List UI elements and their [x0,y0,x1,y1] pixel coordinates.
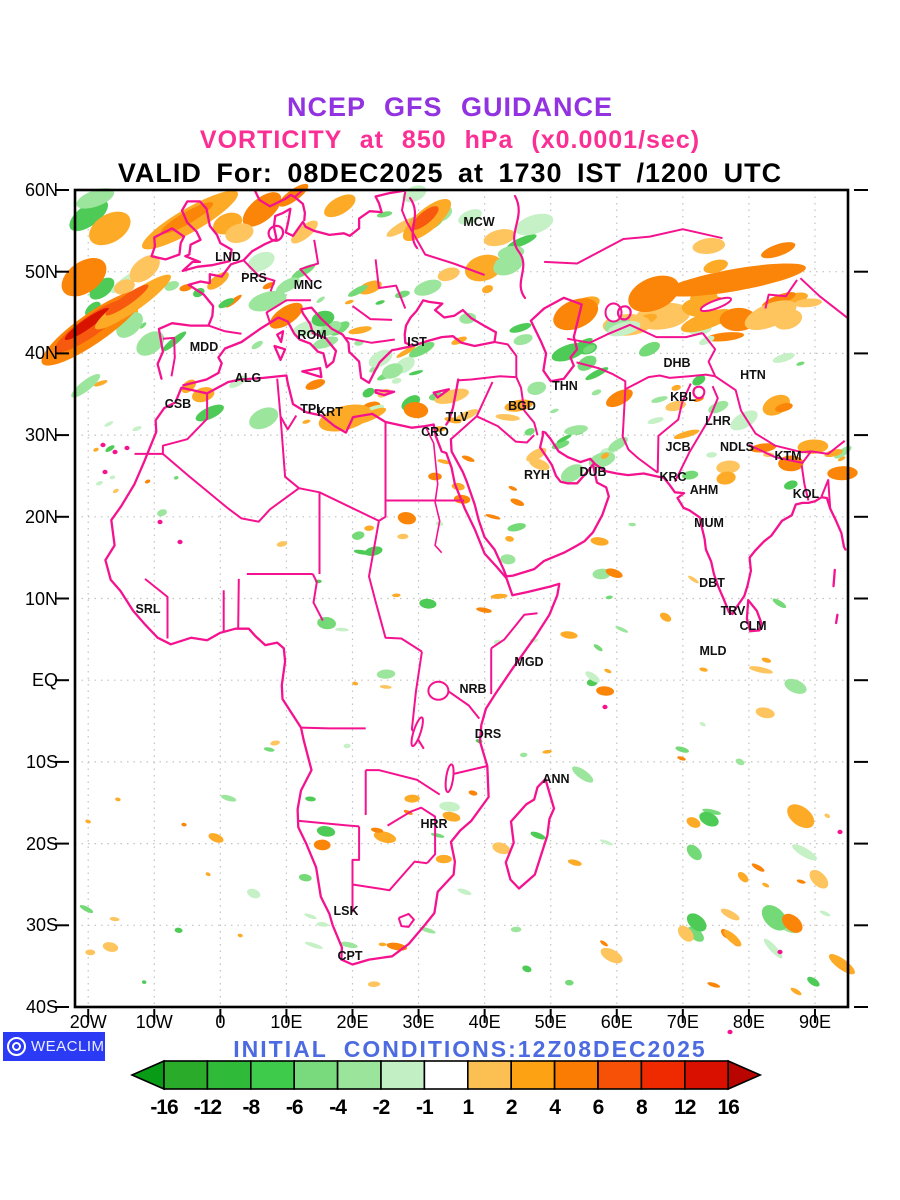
colorbar-tick-label: 2 [505,1096,518,1119]
y-tick-label: 10S [25,751,58,772]
map-plot-area: MCW LND PRS MNC ROM MDD IST ALG CSB TPL KRT THN BGD T… [41,183,868,1035]
city-label-dbt: DBT [699,576,725,590]
city-label-prs: PRS [241,271,267,285]
city-label-krc: KRC [659,470,687,484]
city-label-ann: ANN [542,772,570,786]
city-label-dhb: DHB [663,356,691,370]
colorbar-tick-label: 1 [462,1096,474,1119]
city-label-nrb: NRB [459,682,487,696]
colorbar-tick-label: -6 [285,1096,304,1119]
colorbar-tick-label: 16 [717,1096,740,1119]
city-label-thn: THN [552,379,578,393]
colorbar-tick-label: 12 [674,1096,696,1119]
valid-time-line: VALID For: 08DEC2025 at 1730 IST /1200 U… [117,158,783,188]
x-tick-label: 10W [135,1012,173,1032]
x-tick-label: 60E [600,1012,633,1032]
city-label-rom: ROM [297,328,327,342]
city-label-lhr: LHR [705,414,731,428]
city-label-mcw: MCW [463,215,495,229]
x-tick-label: 20W [69,1012,107,1032]
city-label-tpl: TPL [300,402,324,416]
colorbar-tick-label: -16 [150,1096,178,1119]
map-canvas [41,183,868,1035]
y-tick-label: 30S [25,915,58,936]
colorbar-tick-label: -12 [193,1096,222,1119]
city-label-srl: SRL [135,602,161,616]
x-tick-label: 90E [798,1012,831,1032]
lakes [410,296,732,794]
initial-conditions-text: INITIAL CONDITIONS:12Z08DEC2025 [233,1036,707,1062]
y-tick-label: EQ [31,670,58,691]
contour-squiggles [100,194,843,1035]
chart-subtitle-variable: VORTICITY at 850 hPa (x0.0001/sec) [199,126,701,154]
y-tick-label: 30N [24,425,58,446]
x-tick-label: 30E [402,1012,435,1032]
x-tick-label: 50E [534,1012,567,1032]
city-label-ryh: RYH [524,468,550,482]
city-label-jcb: JCB [665,440,691,454]
logo-text: WEACLIM [31,1038,105,1055]
city-label-lnd: LND [215,250,241,264]
y-tick-label: 50N [24,261,58,282]
colorbar-tick-label: -1 [416,1096,434,1119]
chart-title: NCEP GFS GUIDANCE [286,92,614,122]
city-label-mdd: MDD [189,340,219,354]
colorbar-tick-label: 8 [636,1096,648,1119]
city-label-dub: DUB [579,465,607,479]
city-label-mnc: MNC [293,278,323,292]
city-label-hrr: HRR [420,817,448,831]
city-label-drs: DRS [474,727,502,741]
city-label-cpt: CPT [337,949,363,963]
city-label-mgd: MGD [514,655,544,669]
city-label-kol: KOL [792,487,820,501]
city-label-mld: MLD [699,644,727,658]
city-label-krt: KRT [317,405,343,419]
city-label-csb: CSB [164,397,192,411]
x-tick-label: 20E [336,1012,369,1032]
colorbar-tick-label: -4 [329,1096,347,1119]
city-label-ist: IST [407,335,427,349]
city-label-ktm: KTM [774,449,802,463]
colorbar-tick-label: 6 [592,1096,605,1119]
y-tick-label: 20S [25,833,58,854]
colorbar-tick-label: 4 [549,1096,561,1119]
city-label-mum: MUM [694,516,724,530]
coastlines [104,188,847,966]
y-tick-label: 60N [24,180,58,200]
city-label-trv: TRV [720,604,746,618]
x-tick-label: 0 [215,1012,226,1032]
weaclim-logo: WEACLIM [3,1032,105,1061]
y-tick-label: 40N [24,343,58,364]
city-label-ndls: NDLS [719,440,755,454]
city-label-tlv: TLV [445,410,469,424]
colorbar [130,1059,763,1091]
x-tick-label: 70E [666,1012,699,1032]
logo-circle-icon [7,1037,26,1056]
axis-ticks [55,189,868,1023]
x-tick-label: 10E [270,1012,303,1032]
colorbar-tick-label: -2 [372,1096,391,1119]
city-label-alg: ALG [234,371,262,385]
city-label-ahm: AHM [689,483,719,497]
city-label-lsk: LSK [333,904,359,918]
y-tick-label: 20N [24,506,58,527]
y-tick-label: 10N [24,588,58,609]
city-label-bgd: BGD [508,399,536,413]
city-label-kbl: KBL [670,390,696,404]
x-tick-label: 80E [732,1012,765,1032]
city-label-clm: CLM [739,619,767,633]
country-borders [134,189,849,928]
colorbar-tick-label: -8 [242,1096,260,1119]
x-tick-label: 40E [468,1012,501,1032]
city-label-htn: HTN [740,368,766,382]
y-tick-label: 40S [25,997,58,1017]
city-label-cro: CRO [421,425,449,439]
map-border [73,188,850,1009]
grid-lines [75,190,848,1007]
